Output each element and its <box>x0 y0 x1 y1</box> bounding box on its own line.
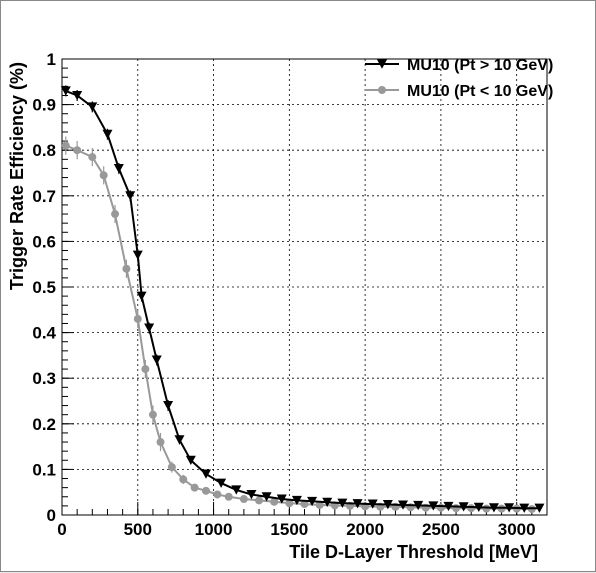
data-point <box>144 323 155 333</box>
data-point <box>179 475 188 484</box>
data-point <box>111 210 120 219</box>
data-point <box>367 499 378 509</box>
data-point <box>291 495 302 506</box>
legend-label: MU10 (Pt < 10 GeV) <box>407 83 553 100</box>
data-point <box>72 90 83 101</box>
legend-label: MU10 (Pt > 10 GeV) <box>407 57 553 74</box>
data-point <box>261 492 272 502</box>
data-point <box>276 494 287 504</box>
data-point <box>185 455 196 466</box>
data-point <box>534 503 545 513</box>
data-point <box>482 504 491 513</box>
y-tick-label: 0.5 <box>32 278 56 297</box>
data-point <box>141 365 150 374</box>
y-tick-label: 0.3 <box>32 369 56 388</box>
y-tick-label: 0 <box>47 506 56 525</box>
data-point <box>213 490 222 499</box>
data-point <box>519 503 530 513</box>
y-tick-label: 0.7 <box>32 187 56 206</box>
data-point <box>113 163 124 174</box>
data-point <box>382 500 393 510</box>
grid-lines <box>62 59 547 515</box>
data-point <box>436 503 445 512</box>
data-point <box>352 499 363 509</box>
data-point <box>428 501 439 511</box>
data-point <box>473 502 484 512</box>
data-point <box>190 483 199 492</box>
y-axis-title: Trigger Rate Efficiency (%) <box>7 62 27 290</box>
legend-entry: MU10 (Pt < 10 GeV) <box>365 83 553 100</box>
data-point <box>133 314 142 323</box>
data-point <box>61 141 70 150</box>
x-tick-label: 2000 <box>346 520 384 539</box>
data-point <box>300 500 309 509</box>
y-tick-label: 0.1 <box>32 460 56 479</box>
data-point <box>216 478 227 488</box>
data-point <box>163 401 174 411</box>
series-layer <box>60 85 545 514</box>
data-point <box>136 291 147 301</box>
data-point <box>246 489 257 500</box>
plot-frame <box>61 58 548 516</box>
data-point <box>452 504 461 513</box>
data-point <box>307 496 318 507</box>
data-point <box>99 171 108 180</box>
x-axis-ticks: 0 500 1000 1500 2000 2500 3000 <box>57 502 548 539</box>
data-point <box>167 463 176 472</box>
y-tick-label: 1 <box>47 50 56 69</box>
y-axis-ticks: 0 0.1 0.2 0.3 0.4 0.5 0.6 0.7 0.8 0.9 1 <box>32 50 74 525</box>
data-point <box>255 496 264 505</box>
data-point <box>467 504 476 513</box>
data-point <box>102 129 113 139</box>
data-point <box>458 502 469 512</box>
data-point <box>88 153 97 162</box>
data-point <box>132 250 143 260</box>
data-point <box>60 86 71 96</box>
data-point <box>174 435 185 445</box>
x-axis-title: Tile D-Layer Threshold [MeV] <box>289 542 538 562</box>
data-point <box>285 499 294 508</box>
data-point <box>413 500 424 511</box>
series-high-pt <box>60 85 545 513</box>
data-point <box>270 497 279 506</box>
data-point <box>239 495 248 504</box>
x-tick-label: 2500 <box>422 520 460 539</box>
data-point <box>151 355 162 365</box>
data-point <box>315 500 324 509</box>
data-point <box>200 469 211 479</box>
y-tick-label: 0.2 <box>32 415 56 434</box>
x-tick-label: 3000 <box>498 520 536 539</box>
data-point <box>377 59 387 69</box>
y-tick-label: 0.6 <box>32 232 56 251</box>
data-point <box>398 500 409 510</box>
data-point <box>201 486 210 495</box>
data-point <box>443 501 454 512</box>
data-point <box>125 191 136 201</box>
data-point <box>337 498 348 508</box>
x-tick-label: 500 <box>124 520 152 539</box>
data-point <box>156 438 165 447</box>
y-tick-label: 0.9 <box>32 96 56 115</box>
x-tick-label: 0 <box>57 520 66 539</box>
data-point <box>231 485 242 495</box>
data-point <box>224 492 233 501</box>
x-tick-label: 1500 <box>270 520 308 539</box>
data-point <box>148 410 157 419</box>
data-point <box>122 264 131 273</box>
data-point <box>322 497 333 507</box>
data-point <box>87 102 98 112</box>
y-tick-label: 0.8 <box>32 141 56 160</box>
legend-entry: MU10 (Pt > 10 GeV) <box>365 57 553 74</box>
data-point <box>488 503 499 513</box>
legend: MU10 (Pt > 10 GeV) MU10 (Pt < 10 GeV) <box>365 57 553 100</box>
data-point <box>378 86 386 94</box>
y-tick-label: 0.4 <box>32 324 56 343</box>
data-point <box>504 503 515 513</box>
x-tick-label: 1000 <box>195 520 233 539</box>
data-point <box>73 146 82 155</box>
